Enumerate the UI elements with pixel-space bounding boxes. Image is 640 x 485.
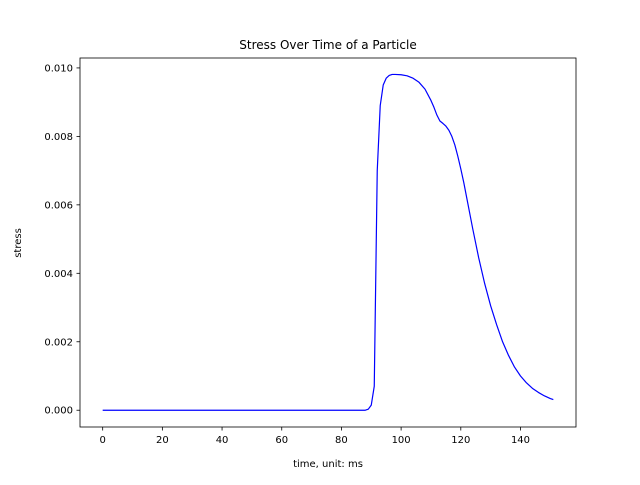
y-tick-label: 0.000 bbox=[44, 406, 73, 417]
y-tick-label: 0.002 bbox=[44, 337, 73, 348]
x-tick-label: 100 bbox=[392, 435, 411, 446]
plot-area: 0 20 40 60 80 100 120 140 0.000 0.002 0.004 0.006 0.… bbox=[44, 57, 577, 446]
plot-frame bbox=[79, 57, 577, 428]
x-axis-label: time, unit: ms bbox=[293, 459, 363, 470]
series-line-0 bbox=[102, 73, 554, 411]
x-tick-label: 0 bbox=[99, 435, 105, 446]
x-tick-label: 20 bbox=[156, 435, 169, 446]
y-axis-label: stress bbox=[13, 228, 24, 258]
y-tick-label: 0.008 bbox=[44, 132, 73, 143]
x-tick-label: 40 bbox=[216, 435, 229, 446]
x-tick-label: 120 bbox=[451, 435, 470, 446]
x-tick-label: 80 bbox=[335, 435, 348, 446]
y-tick-label: 0.006 bbox=[44, 200, 73, 211]
x-tick-label: 140 bbox=[511, 435, 530, 446]
chart-title: Stress Over Time of a Particle bbox=[239, 38, 416, 52]
y-tick-label: 0.010 bbox=[44, 63, 73, 74]
y-tick-label: 0.004 bbox=[44, 269, 73, 280]
x-tick-label: 60 bbox=[275, 435, 288, 446]
